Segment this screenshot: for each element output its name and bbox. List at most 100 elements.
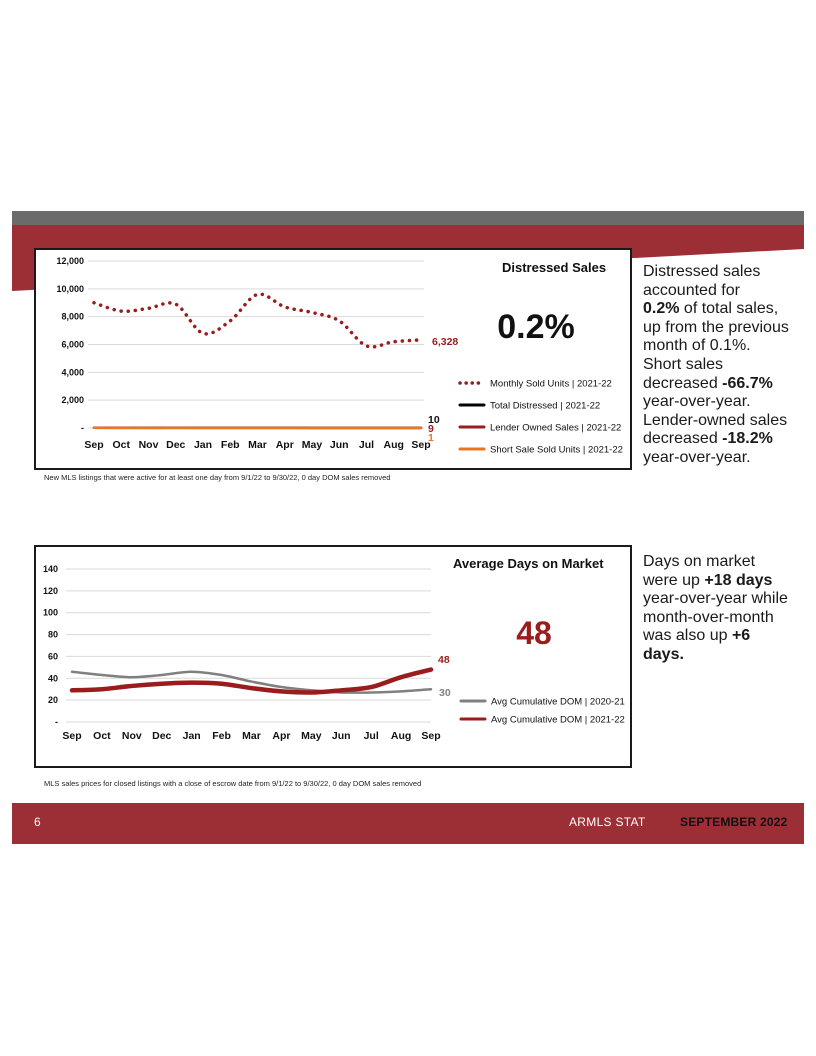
x-tick-label: Apr bbox=[272, 730, 290, 742]
distressed-sales-chart: - 2,000 4,000 6,000 8,000 10,000 12,000 Sep Oct N… bbox=[56, 256, 623, 456]
x-tick-label: Dec bbox=[152, 730, 171, 742]
x-tick-label: Feb bbox=[221, 439, 240, 451]
footer-month: SEPTEMBER 2022 bbox=[680, 815, 788, 829]
series-line-1 bbox=[92, 292, 423, 349]
x-tick-label: Sep bbox=[411, 439, 430, 451]
end-label-lender: 9 bbox=[428, 423, 434, 435]
y-tick-label: 4,000 bbox=[61, 367, 84, 377]
header-gray-band bbox=[12, 211, 804, 225]
legend-entry: Total Distressed | 2021-22 bbox=[490, 401, 600, 412]
y-tick-label: 80 bbox=[48, 630, 58, 640]
y-tick-label: 140 bbox=[43, 564, 58, 574]
data-point bbox=[311, 692, 312, 693]
x-tick-label: May bbox=[301, 730, 322, 742]
data-point bbox=[175, 304, 176, 305]
data-point bbox=[71, 690, 72, 691]
data-point bbox=[281, 686, 282, 687]
y-tick-label: 120 bbox=[43, 586, 58, 596]
legend-entry: Monthly Sold Units | 2021-22 bbox=[490, 379, 612, 390]
x-tick-label: Mar bbox=[248, 439, 267, 451]
distressed-sales-panel: - 2,000 4,000 6,000 8,000 10,000 12,000 Sep Oct N… bbox=[34, 248, 632, 470]
data-point bbox=[281, 691, 282, 692]
dom-big-stat: 48 bbox=[516, 615, 552, 651]
y-tick-label: - bbox=[81, 423, 84, 433]
data-point bbox=[393, 427, 394, 428]
data-point bbox=[202, 427, 203, 428]
x-tick-label: Jul bbox=[359, 439, 374, 451]
series-line-2 bbox=[69, 667, 434, 695]
end-label-short: 1 bbox=[428, 432, 434, 444]
distressed-chart-title: Distressed Sales bbox=[502, 260, 607, 275]
data-point bbox=[148, 308, 149, 309]
data-point bbox=[341, 690, 342, 691]
data-point bbox=[284, 306, 285, 307]
y-tick-label: 20 bbox=[48, 695, 58, 705]
data-point bbox=[191, 671, 192, 672]
data-point bbox=[430, 669, 431, 670]
data-point bbox=[175, 427, 176, 428]
data-point bbox=[161, 674, 162, 675]
footer-brand: ARMLS STAT bbox=[569, 815, 646, 829]
data-point bbox=[339, 320, 340, 321]
data-point bbox=[366, 345, 367, 346]
x-tick-label: Apr bbox=[276, 439, 294, 451]
x-tick-label: Jan bbox=[194, 439, 212, 451]
data-point bbox=[311, 427, 312, 428]
end-label-monthly: 6,328 bbox=[432, 336, 458, 348]
x-tick-label: Jan bbox=[183, 730, 201, 742]
data-point bbox=[101, 674, 102, 675]
x-tick-label: Mar bbox=[242, 730, 261, 742]
data-point bbox=[366, 427, 367, 428]
data-point bbox=[251, 688, 252, 689]
y-tick-label: 40 bbox=[48, 673, 58, 683]
data-point bbox=[400, 691, 401, 692]
data-point bbox=[93, 302, 94, 303]
data-point bbox=[221, 674, 222, 675]
data-point bbox=[230, 320, 231, 321]
data-point bbox=[371, 692, 372, 693]
data-point bbox=[121, 427, 122, 428]
dom-summary: Days on market were up +18 days year-ove… bbox=[643, 553, 788, 663]
data-point bbox=[121, 311, 122, 312]
legend-entry: Lender Owned Sales | 2021-22 bbox=[490, 423, 621, 434]
data-point bbox=[131, 685, 132, 686]
data-point bbox=[148, 427, 149, 428]
data-point bbox=[93, 427, 94, 428]
dom-footnote: MLS sales prices for closed listings wit… bbox=[44, 779, 422, 788]
legend-entry: Short Sale Sold Units | 2021-22 bbox=[490, 445, 623, 456]
data-point bbox=[400, 677, 401, 678]
data-point bbox=[339, 427, 340, 428]
x-tick-label: Dec bbox=[166, 439, 185, 451]
data-point bbox=[371, 686, 372, 687]
dom-chart: - 20 40 60 80 100 120 140 Sep Oct Nov Dec Jan Feb Mar A… bbox=[43, 564, 625, 742]
data-point bbox=[202, 333, 203, 334]
x-tick-label: Aug bbox=[391, 730, 411, 742]
data-point bbox=[221, 683, 222, 684]
data-point bbox=[257, 427, 258, 428]
x-tick-label: Jul bbox=[364, 730, 379, 742]
y-tick-label: 10,000 bbox=[56, 284, 84, 294]
dom-panel: - 20 40 60 80 100 120 140 Sep Oct Nov Dec Jan Feb Mar A… bbox=[34, 545, 632, 768]
dom-chart-title: Average Days on Market bbox=[453, 556, 604, 571]
x-tick-label: Nov bbox=[139, 439, 159, 451]
footer-bar: 6 ARMLS STAT SEPTEMBER 2022 bbox=[12, 803, 804, 844]
data-point bbox=[230, 427, 231, 428]
page-number: 6 bbox=[34, 815, 41, 829]
data-point bbox=[284, 427, 285, 428]
x-tick-label: Nov bbox=[122, 730, 142, 742]
data-point bbox=[420, 339, 421, 340]
data-point bbox=[257, 294, 258, 295]
data-point bbox=[420, 427, 421, 428]
y-tick-label: - bbox=[55, 717, 58, 727]
data-point bbox=[191, 682, 192, 683]
data-point bbox=[430, 689, 431, 690]
distressed-footnote: New MLS listings that were active for at… bbox=[44, 473, 391, 482]
y-tick-label: 6,000 bbox=[61, 340, 84, 350]
y-tick-label: 8,000 bbox=[61, 312, 84, 322]
end-label-prior: 30 bbox=[439, 687, 451, 699]
x-tick-label: Sep bbox=[421, 730, 440, 742]
series-line-1 bbox=[70, 670, 433, 694]
data-point bbox=[131, 677, 132, 678]
end-label-distressed: 10 bbox=[428, 414, 440, 426]
data-point bbox=[71, 671, 72, 672]
